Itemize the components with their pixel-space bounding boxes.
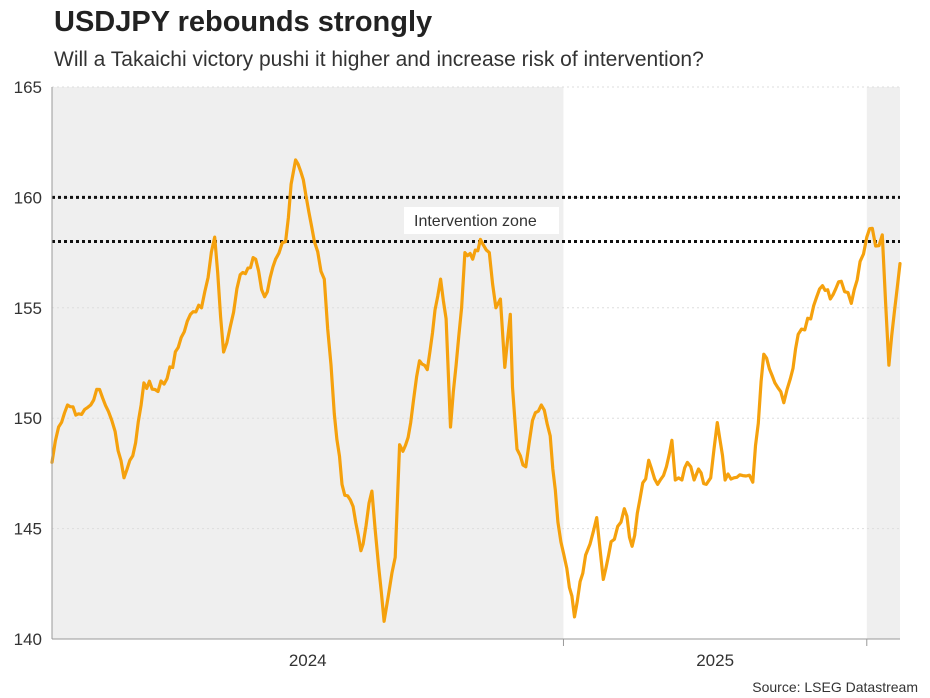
y-tick-label-150: 150 [14,409,42,428]
x-tick-label-2025: 2025 [696,651,734,670]
usdjpy-line [50,158,902,623]
intervention-zone-label: Intervention zone [414,213,537,230]
shaded-period-1 [866,87,900,639]
usdjpy-series [50,158,902,623]
x-tick-label-2024: 2024 [289,651,327,670]
y-tick-label-145: 145 [14,520,42,539]
chart-subtitle: Will a Takaichi victory pushi it higher … [54,48,704,71]
annotation-background [404,207,559,234]
axes [51,87,900,646]
shaded-period-0 [52,87,564,639]
y-tick-labels: 140 145 150 155 160 165 [14,78,42,649]
chart-title: USDJPY rebounds strongly [54,6,433,38]
x-tick-labels: 2024 2025 [289,651,734,670]
y-tick-label-155: 155 [14,299,42,318]
y-tick-label-160: 160 [14,188,42,207]
y-tick-label-165: 165 [14,78,42,97]
y-tick-label-140: 140 [14,630,42,649]
source-note: Source: LSEG Datastream [752,679,918,695]
shaded-periods [52,87,900,639]
